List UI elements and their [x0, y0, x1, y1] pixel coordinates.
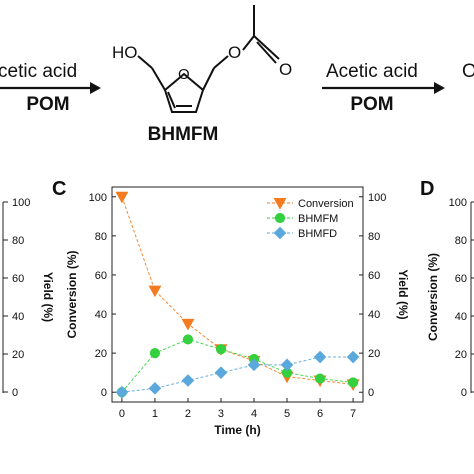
data-point-bhmfd: [181, 374, 195, 387]
x-tick-label: 5: [284, 408, 290, 420]
carbonyl-bond: [253, 35, 280, 60]
x-tick-label: 7: [350, 408, 356, 420]
data-point-conversion: [148, 285, 162, 298]
chart-legend: Conversion BHMFM BHMFD: [267, 198, 354, 240]
data-point-bhmfd: [214, 366, 228, 379]
x-tick-label: 4: [251, 408, 257, 420]
x-tick-label: 1: [152, 408, 158, 420]
legend-label-conversion: Conversion: [298, 198, 354, 210]
ring-double-bond: [167, 91, 176, 109]
ester-oxygen-label: O: [228, 43, 241, 62]
data-point-bhmfm: [347, 377, 359, 388]
furan-ring: [163, 72, 205, 113]
series-line-bhmfd: [121, 356, 354, 393]
bond: [137, 55, 153, 69]
right-reagent-label: Acetic acid: [326, 61, 418, 82]
x-tick-label: 0: [119, 408, 125, 420]
data-point-bhmfd: [313, 350, 327, 364]
left-cut-tick-label: 0: [12, 387, 18, 399]
x-tick-label: 6: [317, 408, 323, 420]
panel-label-d: D: [420, 178, 434, 200]
bottom-axis: 0 1 2 3 4 5 6 7: [119, 398, 356, 420]
data-point-bhmfd: [115, 385, 129, 399]
carbonyl-oxygen-label: O: [279, 60, 292, 79]
right-cut-tick-label: 60: [455, 273, 467, 285]
reaction-scheme: cetic acid POM HO O O O BHMFM Acetic aci…: [0, 5, 474, 145]
right-cut-tick-label: 40: [455, 311, 467, 323]
right-arrow-head: [434, 82, 445, 94]
carbonyl-bond: [256, 41, 277, 64]
left-cut-axis: 100 80 60 40 20 0 Yield (%): [2, 197, 55, 399]
data-point-conversion: [115, 191, 129, 204]
left-cut-tick-label: 40: [12, 311, 24, 323]
x-tick-label: 2: [185, 408, 191, 420]
data-point-bhmfd: [346, 350, 360, 364]
bhmfm-structure: HO O O O: [112, 5, 292, 113]
left-axis: 0 20 40 60 80 100: [89, 192, 116, 399]
legend-marker-bhmfd: [273, 226, 287, 240]
legend-label-bhmfm: BHMFM: [298, 213, 338, 225]
data-point-bhmfd: [148, 382, 162, 395]
panel-label-c: C: [52, 178, 66, 200]
data-point-bhmfm: [314, 373, 326, 384]
data-point-bhmfm: [182, 334, 194, 345]
y2-tick-label: 80: [368, 231, 380, 243]
data-point-bhmfm: [215, 344, 227, 355]
right-cut-tick-label: 0: [461, 387, 467, 399]
bond: [151, 67, 166, 91]
x-axis-label: Time (h): [214, 423, 260, 437]
left-cut-tick-label: 20: [12, 349, 24, 361]
hydroxyl-label: HO: [112, 43, 138, 62]
data-point-bhmfd: [247, 358, 261, 372]
y-tick-label: 80: [95, 231, 107, 243]
y2-tick-label: 100: [368, 192, 386, 204]
left-catalyst-label: POM: [26, 94, 69, 115]
y2-tick-label: 40: [368, 309, 380, 321]
bond: [202, 67, 215, 91]
y2-tick-label: 0: [368, 387, 374, 399]
ring-oxygen-label: O: [178, 66, 190, 83]
x-tick-label: 3: [218, 408, 224, 420]
data-point-bhmfm: [149, 348, 161, 359]
y-axis-label: Conversion (%): [65, 250, 79, 338]
data-point-bhmfd: [280, 358, 294, 372]
right-cut-tick-label: 80: [455, 235, 467, 247]
y2-tick-label: 60: [368, 270, 380, 282]
molecule-name: BHMFM: [148, 124, 219, 145]
right-cut-label: O: [462, 61, 474, 82]
right-cut-tick-label: 100: [449, 197, 467, 209]
right-axis: 0 20 40 60 80 100: [359, 192, 386, 399]
plot-frame: [111, 186, 364, 403]
chart-panel-c: 0 20 40 60 80 100 0 20 40 60 80 100 0 1 2 3 4 5 6 7 Conve…: [65, 186, 410, 437]
legend-label-bhmfd: BHMFD: [298, 228, 337, 240]
y-tick-label: 60: [95, 270, 107, 282]
left-reagent-label: cetic acid: [0, 61, 77, 82]
right-cut-axis-label: Conversion (%): [426, 253, 440, 341]
legend-marker-bhmfm: [274, 212, 286, 224]
y-tick-label: 20: [95, 348, 107, 360]
left-cut-axis-label: Yield (%): [41, 272, 55, 322]
y2-tick-label: 20: [368, 348, 380, 360]
legend-marker-conversion: [273, 198, 287, 210]
data-point-conversion: [181, 318, 195, 331]
bond: [242, 35, 255, 51]
right-catalyst-label: POM: [350, 94, 393, 115]
y-tick-label: 100: [89, 192, 107, 204]
series-line-bhmfm: [121, 338, 354, 393]
left-arrow-head: [90, 82, 101, 94]
y-tick-label: 40: [95, 309, 107, 321]
right-cut-tick-label: 20: [455, 349, 467, 361]
left-cut-tick-label: 80: [12, 235, 24, 247]
bond: [213, 55, 229, 69]
y-tick-label: 0: [101, 387, 107, 399]
series-line-conversion: [121, 196, 354, 385]
right-cut-axis: 100 80 60 40 20 0 Conversion (%): [426, 197, 474, 399]
left-cut-tick-label: 100: [12, 197, 30, 209]
left-cut-tick-label: 60: [12, 273, 24, 285]
y2-axis-label: Yield (%): [396, 269, 410, 319]
series-layer: [115, 191, 360, 399]
